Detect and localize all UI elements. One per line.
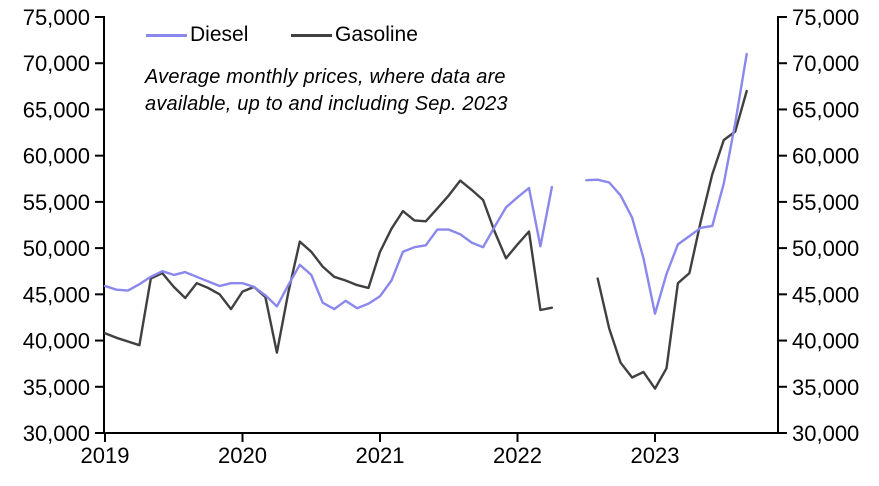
x-tick-label: 2022	[493, 443, 542, 468]
annotation-line-2: available, up to and including Sep. 2023	[145, 93, 508, 115]
y-tick-label-right: 70,000	[792, 51, 859, 76]
y-tick-label-left: 75,000	[23, 5, 90, 30]
annotation-line-1: Average monthly prices, where data are	[145, 66, 506, 88]
y-tick-label-right: 75,000	[792, 5, 859, 30]
legend-label-gasoline: Gasoline	[335, 23, 418, 46]
y-tick-label-left: 55,000	[23, 190, 90, 215]
y-tick-label-left: 50,000	[23, 236, 90, 261]
diesel-line-segment-2	[585, 52, 748, 315]
chart-annotation: Average monthly prices, where data are a…	[145, 64, 508, 118]
y-tick-label-left: 30,000	[23, 421, 90, 446]
legend-label-diesel: Diesel	[190, 23, 249, 46]
x-tick-label: 2023	[631, 443, 680, 468]
y-tick-label-left: 70,000	[23, 51, 90, 76]
gasoline-line-swatch	[291, 33, 332, 37]
y-tick-label-right: 40,000	[792, 329, 859, 354]
x-tick-label: 2021	[356, 443, 405, 468]
y-tick-label-left: 35,000	[23, 375, 90, 400]
y-tick-label-right: 65,000	[792, 97, 859, 122]
y-tick-label-right: 60,000	[792, 144, 859, 169]
y-tick-label-right: 35,000	[792, 375, 859, 400]
y-tick-label-left: 65,000	[23, 97, 90, 122]
gasoline-line-segment-1	[103, 179, 554, 354]
y-tick-label-right: 50,000	[792, 236, 859, 261]
y-tick-label-right: 45,000	[792, 282, 859, 307]
y-tick-label-left: 60,000	[23, 144, 90, 169]
gasoline-line-segment-2	[596, 89, 748, 390]
x-tick-label: 2020	[218, 443, 267, 468]
x-tick-label: 2019	[81, 443, 130, 468]
diesel-line-swatch	[146, 33, 187, 37]
diesel-line-segment-1	[103, 185, 554, 311]
y-tick-label-left: 40,000	[23, 329, 90, 354]
legend-item-diesel: Diesel	[146, 22, 248, 48]
y-tick-label-right: 30,000	[792, 421, 859, 446]
y-tick-label-right: 55,000	[792, 190, 859, 215]
y-tick-label-left: 45,000	[23, 282, 90, 307]
legend-item-gasoline: Gasoline	[291, 22, 418, 48]
